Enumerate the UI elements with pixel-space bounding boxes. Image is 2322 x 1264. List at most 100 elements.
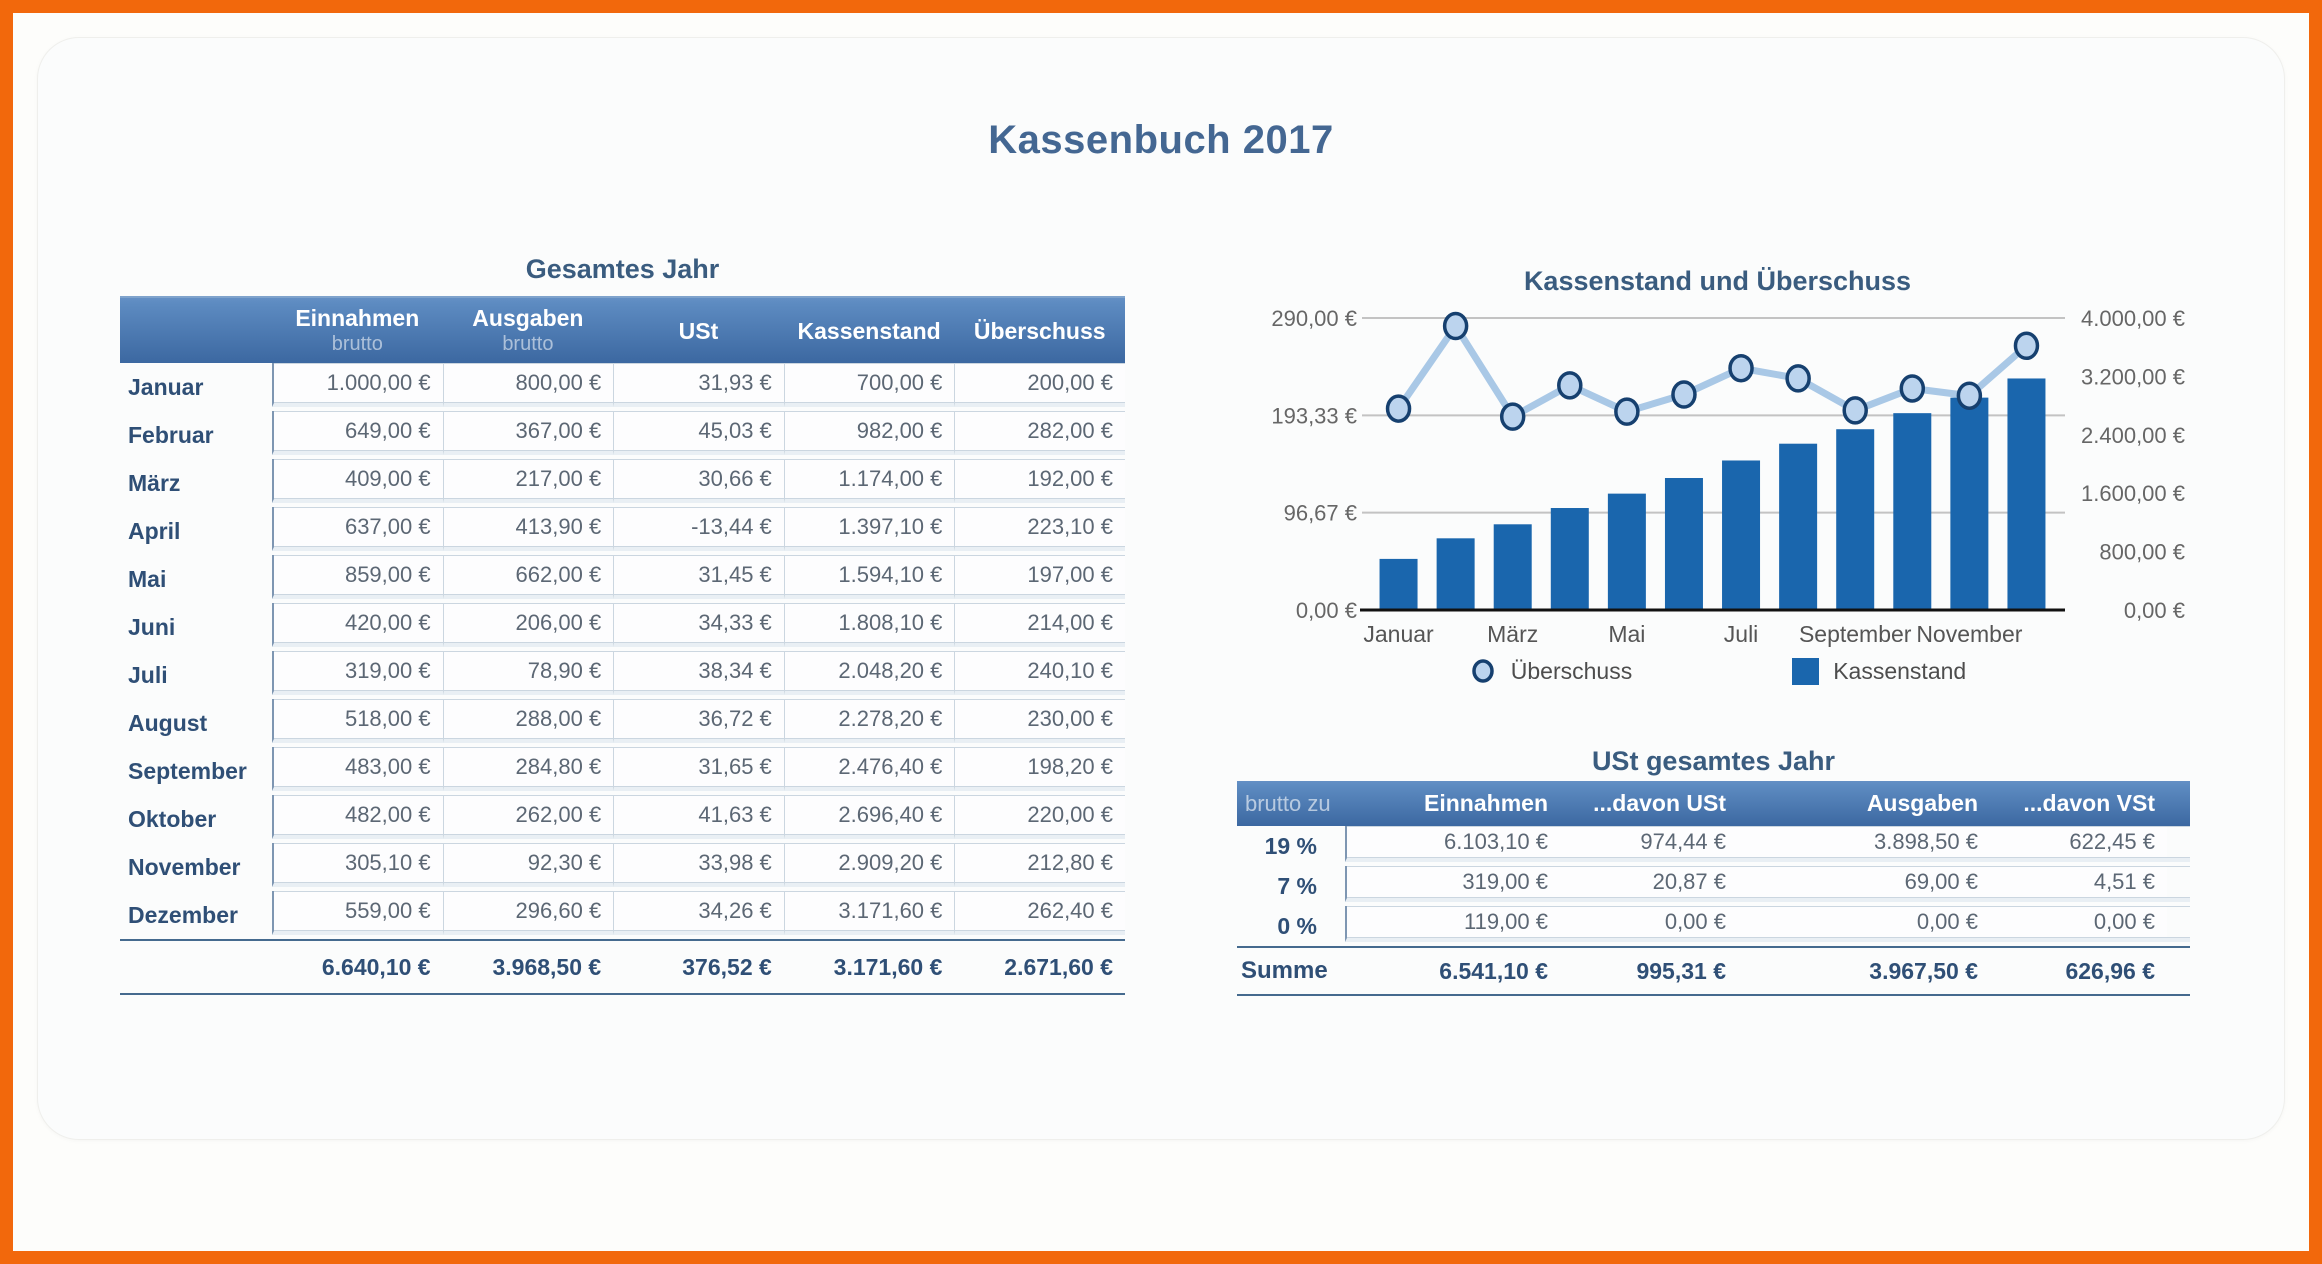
month-cell[interactable]: Dezember (128, 901, 238, 928)
cell[interactable]: 31,45 € (613, 555, 784, 599)
kassenstand-chart[interactable]: Kassenstand und Überschuss 290,00 € 193,3… (1245, 262, 2190, 692)
cell[interactable]: 3.171,60 € (783, 891, 955, 935)
cell[interactable]: 198,20 € (954, 747, 1125, 791)
cell[interactable]: 0,00 € (1738, 906, 1990, 942)
cell[interactable]: 214,00 € (954, 603, 1125, 647)
cell[interactable]: 1.808,10 € (783, 603, 955, 647)
cell[interactable]: 282,00 € (954, 411, 1125, 455)
cell[interactable]: 6.103,10 € (1345, 826, 1560, 862)
cell[interactable]: 296,60 € (442, 891, 614, 935)
cell[interactable]: 982,00 € (783, 411, 955, 455)
total-cell[interactable]: 6.640,10 € (321, 953, 431, 980)
total-cell[interactable]: 3.968,50 € (492, 953, 602, 980)
cell[interactable]: 409,00 € (272, 459, 443, 503)
month-cell[interactable]: Februar (128, 421, 214, 448)
total-cell[interactable]: 3.967,50 € (1869, 957, 1978, 984)
cell[interactable]: 78,90 € (442, 651, 614, 695)
cell[interactable]: 36,72 € (613, 699, 784, 743)
total-cell[interactable]: 2.671,60 € (1004, 953, 1113, 980)
cell[interactable]: 206,00 € (442, 603, 614, 647)
cell[interactable]: 2.909,20 € (783, 843, 955, 887)
cell[interactable]: 288,00 € (442, 699, 614, 743)
cell[interactable]: 559,00 € (272, 891, 443, 935)
month-cell[interactable]: September (128, 757, 247, 784)
cell[interactable]: 662,00 € (442, 555, 614, 599)
cell[interactable]: 31,93 € (613, 363, 784, 407)
cell[interactable]: 34,33 € (613, 603, 784, 647)
month-cell[interactable]: Mai (128, 565, 167, 592)
total-cell[interactable]: 995,31 € (1636, 957, 1726, 984)
cell[interactable]: 859,00 € (272, 555, 443, 599)
month-cell[interactable]: April (128, 517, 181, 544)
rate-cell[interactable]: 19 % (1264, 832, 1317, 859)
cell[interactable]: 305,10 € (272, 843, 443, 887)
cell[interactable]: -13,44 € (613, 507, 784, 551)
cell[interactable]: 3.898,50 € (1738, 826, 1990, 862)
header-cell-brutto-zu[interactable]: brutto zu (1245, 790, 1331, 816)
cell[interactable]: 223,10 € (954, 507, 1125, 551)
cell[interactable] (2167, 826, 2190, 862)
cell[interactable]: 974,44 € (1560, 826, 1738, 862)
month-cell[interactable]: Januar (128, 373, 204, 400)
header-cell-davon-vst[interactable]: ...davon VSt (2023, 790, 2155, 816)
cell[interactable]: 622,45 € (1990, 826, 2167, 862)
summe-label[interactable]: Summe (1241, 957, 1328, 984)
cell[interactable]: 192,00 € (954, 459, 1125, 503)
cell[interactable]: 92,30 € (442, 843, 614, 887)
header-cell-einnahmen[interactable]: Einnahmen brutto (295, 304, 420, 355)
cell[interactable] (2167, 906, 2190, 942)
month-cell[interactable]: Juni (128, 613, 176, 640)
cell[interactable]: 413,90 € (442, 507, 614, 551)
cell[interactable]: 220,00 € (954, 795, 1125, 839)
cell[interactable]: 637,00 € (272, 507, 443, 551)
cell[interactable]: 197,00 € (954, 555, 1125, 599)
cell[interactable]: 262,00 € (442, 795, 614, 839)
month-cell[interactable]: Juli (128, 661, 168, 688)
cell[interactable]: 483,00 € (272, 747, 443, 791)
cell[interactable]: 200,00 € (954, 363, 1125, 407)
cell[interactable]: 217,00 € (442, 459, 614, 503)
cell[interactable]: 482,00 € (272, 795, 443, 839)
header-cell-ausgaben[interactable]: Ausgaben (1866, 790, 1978, 816)
month-cell[interactable]: November (128, 853, 241, 880)
header-cell-ueberschuss[interactable]: Überschuss (973, 317, 1106, 344)
header-cell-davon-ust[interactable]: ...davon USt (1593, 790, 1726, 816)
cell[interactable]: 69,00 € (1738, 866, 1990, 902)
header-cell-ust[interactable]: USt (678, 317, 719, 344)
cell[interactable]: 119,00 € (1345, 906, 1560, 942)
total-cell[interactable]: 376,52 € (682, 953, 772, 980)
cell[interactable]: 319,00 € (272, 651, 443, 695)
cell[interactable]: 800,00 € (442, 363, 614, 407)
cell[interactable]: 2.696,40 € (783, 795, 955, 839)
cell[interactable]: 1.000,00 € (272, 363, 443, 407)
cell[interactable]: 2.048,20 € (783, 651, 955, 695)
cell[interactable]: 38,34 € (613, 651, 784, 695)
cell[interactable]: 262,40 € (954, 891, 1125, 935)
cell[interactable]: 1.397,10 € (783, 507, 955, 551)
total-cell[interactable]: 6.541,10 € (1439, 957, 1548, 984)
cell[interactable]: 4,51 € (1990, 866, 2167, 902)
month-cell[interactable]: August (128, 709, 208, 736)
cell[interactable]: 20,87 € (1560, 866, 1738, 902)
cell[interactable]: 45,03 € (613, 411, 784, 455)
header-cell-kassenstand[interactable]: Kassenstand (797, 317, 941, 344)
cell[interactable]: 30,66 € (613, 459, 784, 503)
cell[interactable]: 212,80 € (954, 843, 1125, 887)
cell[interactable]: 31,65 € (613, 747, 784, 791)
total-cell[interactable]: 3.171,60 € (833, 953, 943, 980)
month-cell[interactable]: Oktober (128, 805, 217, 832)
cell[interactable]: 420,00 € (272, 603, 443, 647)
cell[interactable]: 367,00 € (442, 411, 614, 455)
cell[interactable] (2167, 866, 2190, 902)
cell[interactable]: 518,00 € (272, 699, 443, 743)
cell[interactable]: 2.476,40 € (783, 747, 955, 791)
cell[interactable]: 1.594,10 € (783, 555, 955, 599)
header-cell-einnahmen[interactable]: Einnahmen (1424, 790, 1548, 816)
cell[interactable]: 34,26 € (613, 891, 784, 935)
month-cell[interactable]: März (128, 469, 181, 496)
cell[interactable]: 284,80 € (442, 747, 614, 791)
cell[interactable]: 2.278,20 € (783, 699, 955, 743)
header-cell-blank[interactable] (120, 298, 272, 363)
cell[interactable]: 319,00 € (1345, 866, 1560, 902)
cell[interactable]: 0,00 € (1990, 906, 2167, 942)
